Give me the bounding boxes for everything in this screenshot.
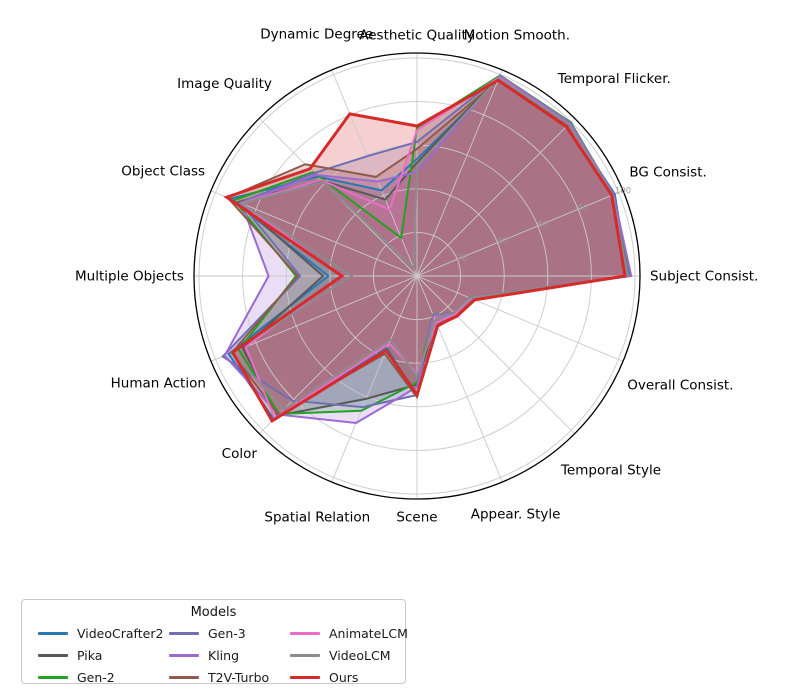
legend-swatch-pika xyxy=(38,653,68,657)
grid-spoke-appear-style xyxy=(416,275,503,483)
legend-item-kling: Kling xyxy=(169,644,290,666)
grid-spoke-dynamic-degree xyxy=(331,69,418,277)
legend-label-pika: Pika xyxy=(77,647,103,663)
axis-label-aesthetic-quality: Aesthetic Quality xyxy=(359,28,475,44)
legend-label-kling: Kling xyxy=(208,647,239,663)
legend-label-t2v-turbo: T2V-Turbo xyxy=(208,669,270,685)
legend-label-videocrafter2: VideoCrafter2 xyxy=(77,625,164,641)
legend-swatch-gen-3 xyxy=(169,631,199,635)
series-fill-t2v-turbo xyxy=(227,80,627,415)
grid-spoke-temporal-flicker xyxy=(416,117,576,277)
legend-grid: VideoCrafter2 Pika Gen-2 Gen-3 Kling T2V-Turb… xyxy=(22,620,408,688)
series-fill-pika xyxy=(238,75,629,416)
axis-label-scene: Scene xyxy=(396,510,437,526)
series-fill-ours xyxy=(226,80,625,421)
series-line-kling xyxy=(223,74,633,425)
legend-label-animatelcm: AnimateLCM xyxy=(329,625,408,641)
axis-label-spatial-relation: Spatial Relation xyxy=(264,509,370,525)
legend-swatch-videocrafter2 xyxy=(38,631,68,635)
legend-label-ours: Ours xyxy=(329,669,359,685)
axis-label-temporal-flicker: Temporal Flicker. xyxy=(557,71,671,87)
axis-label-bg-consist: BG Consist. xyxy=(629,165,706,181)
legend-label-gen-2: Gen-2 xyxy=(77,669,115,685)
series-line-videolcm xyxy=(230,76,629,411)
legend-swatch-animatelcm xyxy=(290,631,320,635)
legend-swatch-gen-2 xyxy=(38,675,68,679)
axis-label-multiple-objects: Multiple Objects xyxy=(75,269,184,285)
polar-spine xyxy=(193,52,641,500)
r-tick-label-100: 100 xyxy=(615,187,631,197)
legend-item-t2v-turbo: T2V-Turbo xyxy=(169,666,290,688)
r-tick-label-60: 60 xyxy=(537,220,548,230)
axis-label-temporal-style: Temporal Style xyxy=(560,463,661,479)
legend-swatch-videolcm xyxy=(290,653,320,657)
legend-swatch-t2v-turbo xyxy=(169,675,199,679)
legend-item-gen-2: Gen-2 xyxy=(38,666,169,688)
legend-item-videolcm: VideoLCM xyxy=(290,644,408,666)
legend-item-animatelcm: AnimateLCM xyxy=(290,622,408,644)
r-tick-label-40: 40 xyxy=(497,237,508,247)
r-tick-labels: 20 40 60 80 100 xyxy=(456,187,631,264)
legend-swatch-kling xyxy=(169,653,199,657)
axis-label-dynamic-degree: Dynamic Degree xyxy=(260,26,373,42)
polar-grid xyxy=(193,52,641,500)
r-tick-label-20: 20 xyxy=(456,253,467,263)
grid-spoke-motion-smooth xyxy=(416,69,503,277)
legend-label-gen-3: Gen-3 xyxy=(208,625,246,641)
series-fill-gen-2 xyxy=(233,75,630,414)
legend-item-ours: Ours xyxy=(290,666,408,688)
series-fill-videolcm xyxy=(231,78,628,410)
axis-label-subject-consist: Subject Consist. xyxy=(650,269,758,285)
axis-label-image-quality: Image Quality xyxy=(177,76,272,92)
grid-spoke-spatial-relation xyxy=(331,275,418,483)
legend-item-gen-3: Gen-3 xyxy=(169,622,290,644)
legend: Models VideoCrafter2 Pika Gen-2 Gen-3 Kling T… xyxy=(21,599,408,685)
axis-label-appear-style: Appear. Style xyxy=(471,507,561,523)
axis-label-color: Color xyxy=(222,446,258,462)
legend-label-videolcm: VideoLCM xyxy=(329,647,391,663)
series-fill-gen-3 xyxy=(222,76,629,408)
legend-item-pika: Pika xyxy=(38,644,169,666)
axis-label-object-class: Object Class xyxy=(121,163,205,179)
grid-spoke-overall-consist xyxy=(416,275,624,362)
axis-label-motion-smooth: Motion Smooth. xyxy=(464,28,570,44)
series-lines xyxy=(221,74,633,425)
grid-spoke-temporal-style xyxy=(416,275,576,435)
legend-item-videocrafter2: VideoCrafter2 xyxy=(38,622,169,644)
legend-swatch-ours xyxy=(290,675,320,679)
axis-label-overall-consist: Overall Consist. xyxy=(627,378,733,394)
grid-spoke-bg-consist xyxy=(416,190,624,277)
legend-title: Models xyxy=(190,605,237,620)
axis-label-human-action: Human Action xyxy=(111,376,206,392)
r-tick-label-80: 80 xyxy=(577,203,588,213)
series-line-ours xyxy=(223,78,627,423)
